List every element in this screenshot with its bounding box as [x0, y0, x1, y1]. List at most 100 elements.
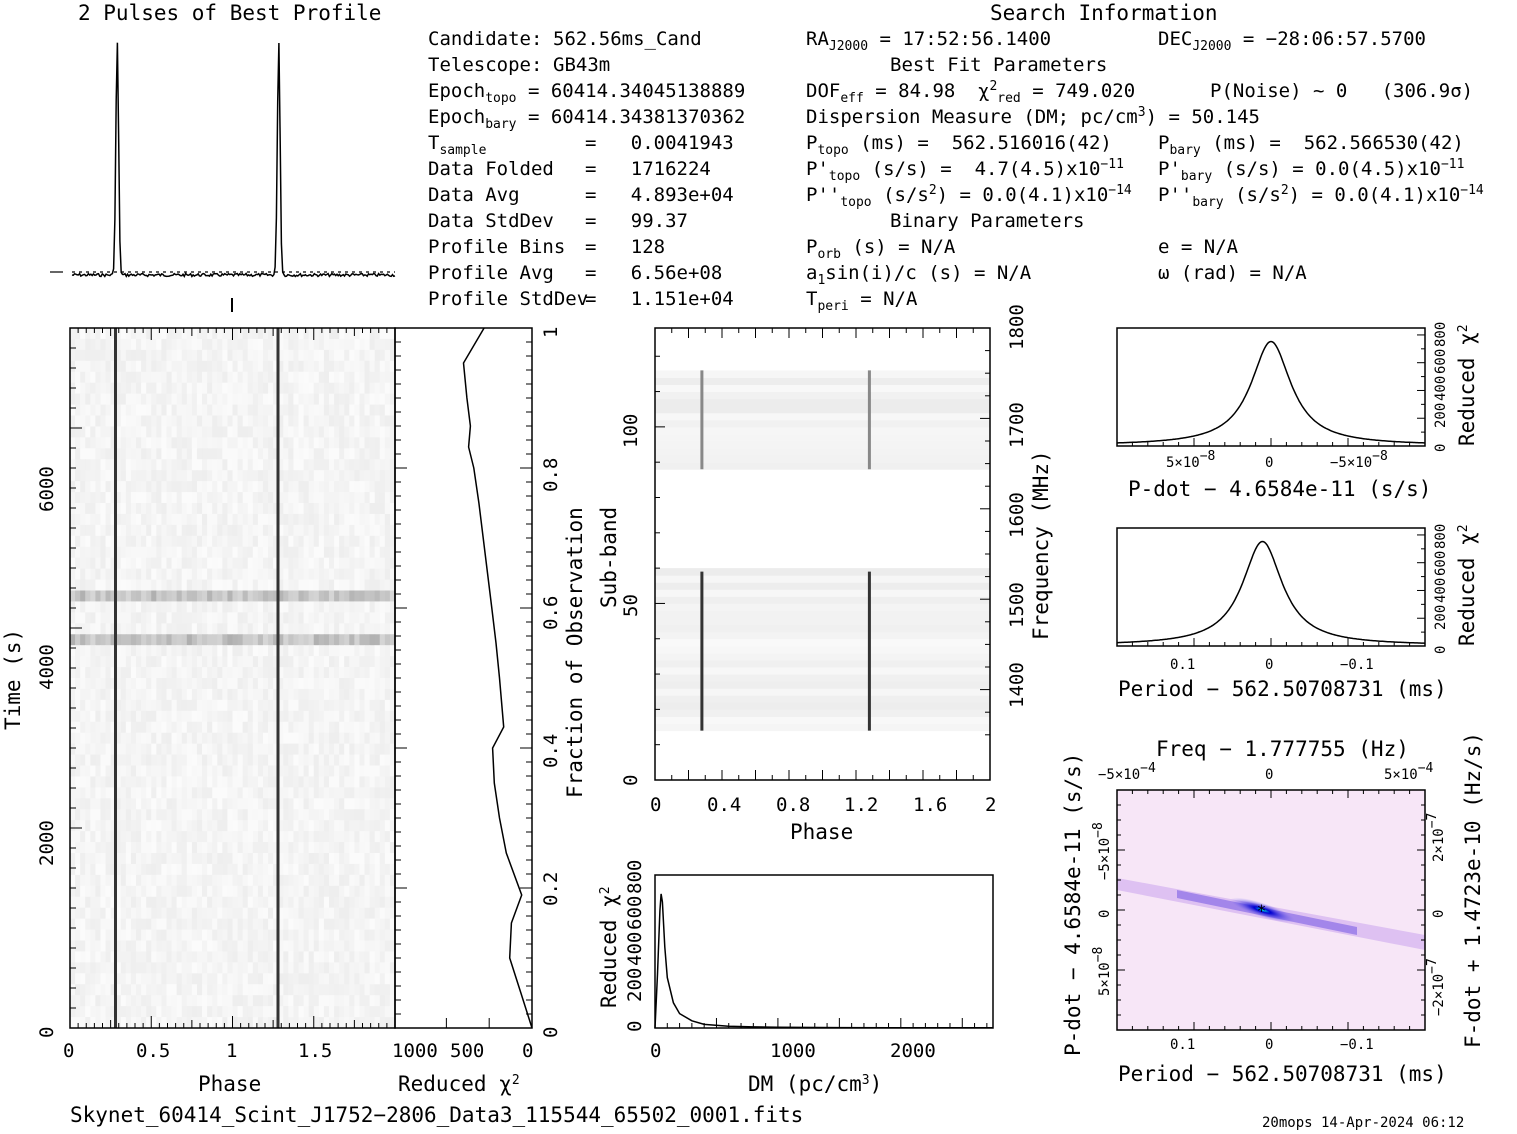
tp-cell — [70, 776, 76, 788]
tp-cell — [334, 371, 340, 384]
tp-cell — [70, 809, 76, 821]
tp-cell — [141, 393, 147, 406]
tp-cell — [232, 885, 239, 898]
tp-cell — [262, 1017, 269, 1029]
tp-cell — [232, 371, 239, 384]
tp-cell — [100, 579, 107, 591]
tp-cell — [227, 688, 233, 701]
tp-cell — [283, 765, 289, 777]
tp-cell — [334, 459, 340, 471]
tp-cell — [161, 503, 167, 515]
tp-cell — [75, 743, 81, 756]
tp-cell — [141, 524, 147, 537]
tp-cell — [166, 437, 173, 449]
tp-cell — [125, 667, 132, 679]
tp-cell — [262, 492, 269, 504]
tp-cell — [110, 820, 117, 832]
tp-cell — [186, 743, 193, 756]
tp-cell — [369, 382, 376, 395]
tp-cell — [161, 820, 167, 832]
tp-cell — [186, 853, 193, 865]
tp-cell — [90, 360, 96, 373]
tp-cell — [70, 940, 76, 952]
tp-cell — [75, 951, 81, 963]
tp-cell — [141, 546, 147, 559]
tp-cell — [273, 853, 279, 865]
tp-cell — [268, 328, 274, 340]
tp-cell — [75, 732, 81, 745]
tp-cell — [161, 557, 167, 570]
tp-cell — [146, 765, 152, 777]
tp-cell — [328, 360, 335, 373]
tp-cell — [237, 1006, 244, 1018]
tp-cell — [141, 765, 147, 777]
tp-cell — [202, 896, 208, 909]
tp-cell — [202, 612, 208, 624]
tp-cell — [323, 787, 330, 799]
tp-cell — [242, 382, 249, 395]
tp-cell — [85, 535, 91, 548]
tp-cell — [344, 678, 350, 690]
tp-cell — [318, 634, 325, 646]
tp-cell — [115, 645, 122, 657]
tp-cell — [278, 699, 284, 712]
candidate-label: Candidate: — [428, 28, 543, 50]
tp-cell — [212, 481, 218, 493]
tp-cell — [141, 579, 147, 591]
tp-cell — [100, 1017, 107, 1029]
tp-cell — [90, 404, 96, 416]
tp-cell — [318, 492, 325, 504]
tp-cell — [70, 623, 76, 635]
tp-cell — [110, 371, 117, 384]
tp-cell — [105, 973, 112, 985]
tp-cell — [136, 481, 142, 493]
tp-cell — [181, 918, 188, 931]
tp-cell — [364, 896, 371, 909]
tp-cell — [354, 853, 360, 865]
tp-cell — [262, 798, 269, 810]
tp-cell — [283, 645, 289, 657]
sb-xtick-5: 2 — [985, 794, 997, 816]
tp-cell — [364, 710, 371, 723]
tp-cell — [354, 798, 360, 810]
tp-cell — [202, 1006, 208, 1018]
tp-cell — [308, 743, 315, 756]
tp-cell — [237, 437, 244, 449]
tp-cell — [166, 787, 173, 799]
tp-cell — [100, 656, 107, 668]
tp-cell — [227, 470, 233, 482]
tp-cell — [288, 951, 294, 963]
tp-cell — [95, 1017, 101, 1029]
tp-cell — [217, 743, 223, 756]
tp-cell — [130, 809, 137, 821]
tp-cell — [105, 612, 112, 624]
tp-cell — [384, 667, 391, 679]
tp-cell — [156, 995, 162, 1007]
tp-cell — [141, 885, 147, 898]
sb-band-row — [655, 659, 990, 668]
tp-cell — [196, 831, 203, 843]
tp-cell — [222, 1006, 228, 1018]
tp-cell — [237, 853, 244, 865]
tp-cell — [303, 557, 310, 570]
tp-cell — [389, 918, 396, 931]
sb-band-row — [655, 652, 990, 661]
tp-cell — [334, 853, 340, 865]
tp-cell — [268, 579, 274, 591]
tp-cell — [120, 481, 127, 493]
tp-cell — [389, 459, 396, 471]
tp-cell — [308, 951, 315, 963]
tp-cell — [191, 557, 198, 570]
tp-cell — [389, 667, 396, 679]
tp-cell — [196, 579, 203, 591]
tp-cell — [354, 546, 360, 559]
tp-cell — [268, 503, 274, 515]
tp-cell — [247, 776, 254, 788]
tp-cell — [364, 732, 371, 745]
tp-cell — [232, 338, 239, 351]
tp-cell — [359, 579, 366, 591]
tp-cell — [90, 656, 96, 668]
tp-cell — [156, 481, 162, 493]
tp-cell — [354, 973, 360, 985]
tp-cell — [95, 787, 101, 799]
